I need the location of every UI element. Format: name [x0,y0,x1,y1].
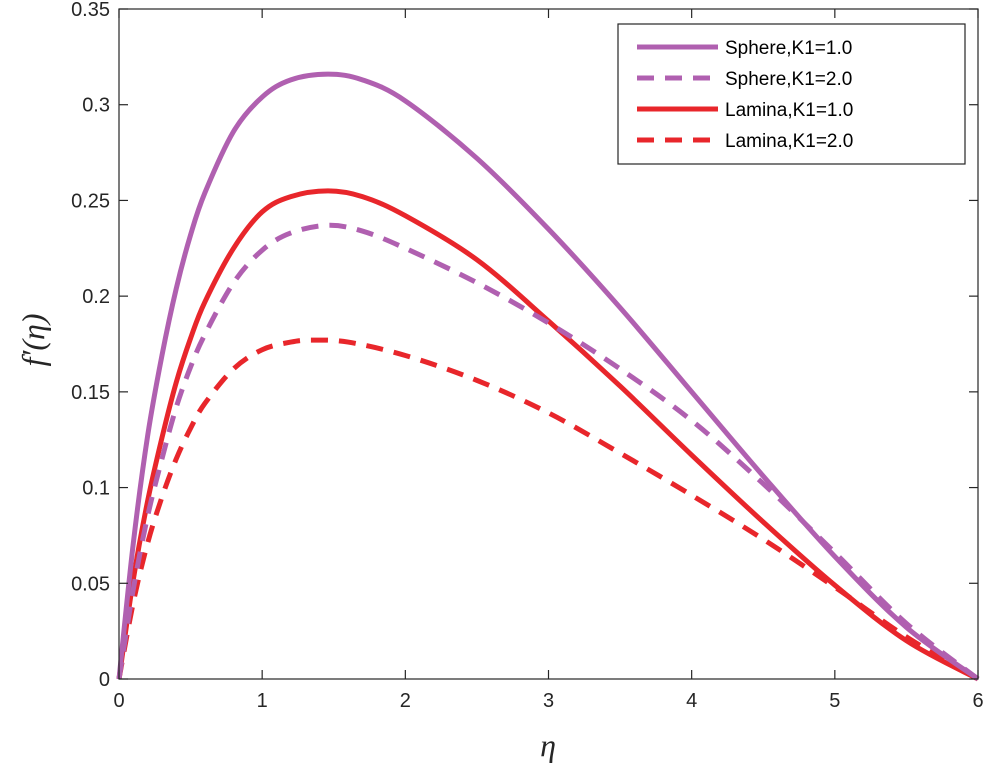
series-line-4 [116,337,980,682]
y-tick-label: 0.2 [82,286,110,308]
series-line-2 [116,222,980,681]
legend-label-4: Lamina,K1=2.0 [725,131,853,152]
y-tick-label: 0.1 [82,478,110,500]
x-tick-label: 5 [829,690,840,712]
x-tick-label: 6 [972,690,983,712]
x-tick-label: 0 [113,690,124,712]
y-tick-label: 0.25 [71,190,110,212]
x-tick-label: 2 [400,690,411,712]
y-tick-label: 0.15 [71,382,110,404]
legend-label-2: Sphere,K1=2.0 [725,69,852,90]
x-axis-label: η [540,727,556,763]
ticks-layer: 0 1 2 3 4 5 6 0 0.05 0.1 0.15 0.2 0.25 0.3 0.35 [71,0,984,712]
y-tick-label: 0.35 [71,0,110,21]
y-axis-label: f′(η) [15,313,51,366]
legend-label-1: Sphere,K1=1.0 [725,38,852,59]
series-line-1 [116,71,980,682]
series-layer [116,71,980,682]
x-tick-label: 4 [686,690,697,712]
y-tick-label: 0 [99,669,110,691]
legend: Sphere,K1=1.0 Sphere,K1=2.0 Lamina,K1=1.0 L… [617,23,966,165]
y-tick-label: 0.3 [82,95,110,117]
series-line-3 [116,188,980,682]
x-tick-label: 1 [257,690,268,712]
y-tick-label: 0.05 [71,573,110,595]
legend-label-3: Lamina,K1=1.0 [725,100,853,121]
x-tick-label: 3 [543,690,554,712]
